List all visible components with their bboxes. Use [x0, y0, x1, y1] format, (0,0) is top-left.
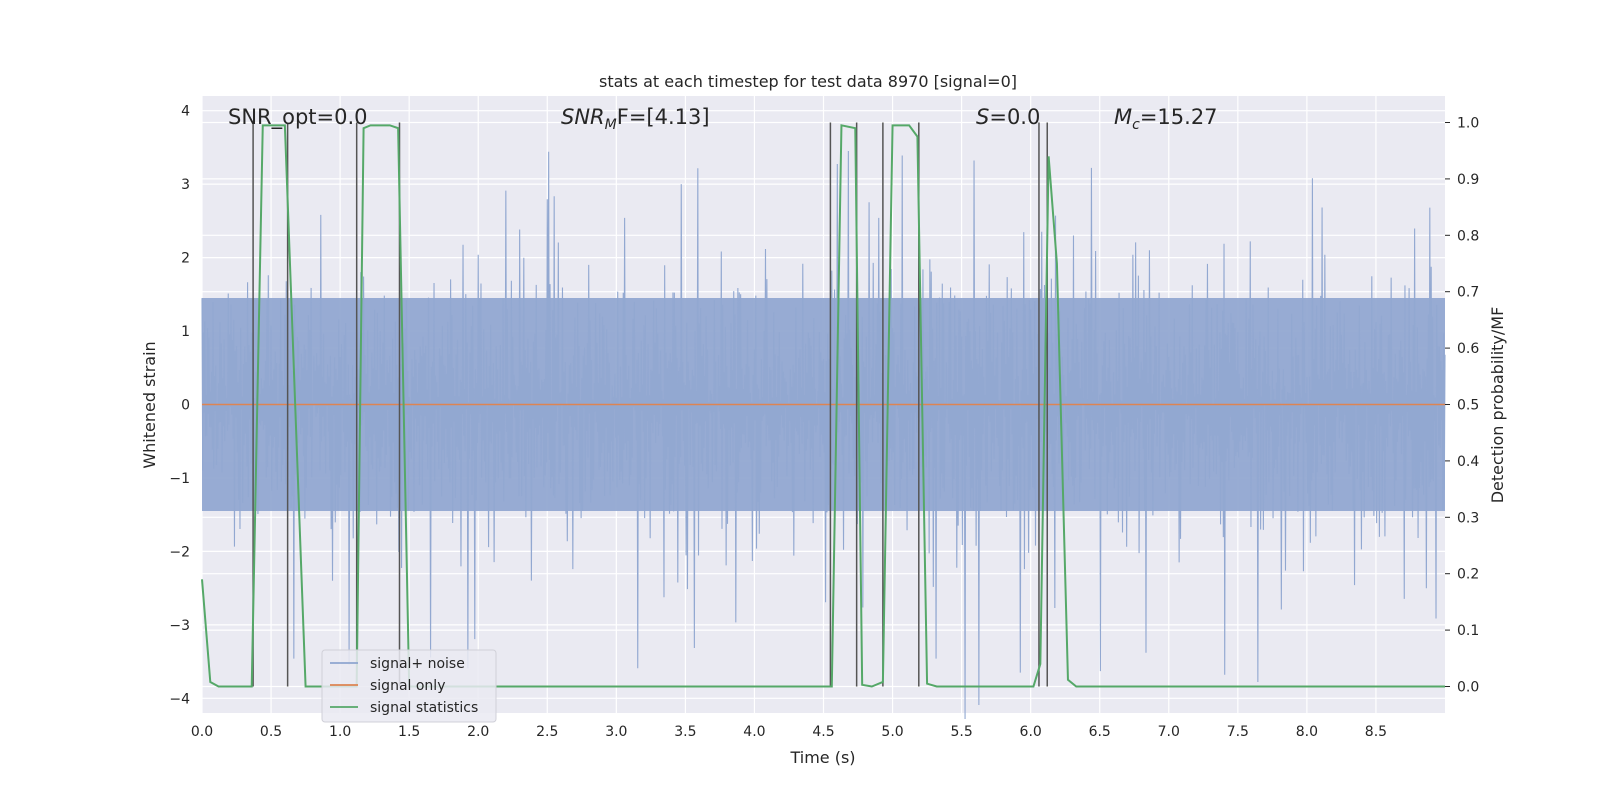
x-tick-label: 5.5	[950, 724, 972, 740]
annotation-s: S=0.0	[976, 105, 1040, 129]
y-axis-label: Whitened strain	[140, 341, 159, 468]
y-axis-ticks: 4 3 2 1 0 −1 −2 −3 −4	[169, 104, 190, 708]
x-tick-label: 1.5	[398, 724, 420, 740]
chart-title: stats at each timestep for test data 897…	[599, 72, 1017, 91]
y-tick-label: 4	[181, 104, 190, 120]
right-tick-label: 0.6	[1457, 341, 1479, 357]
annotation-mc: Mc=15.27	[1114, 105, 1218, 133]
right-tick-label: 1.0	[1457, 116, 1479, 132]
x-axis-ticks: 0.0 0.5 1.0 1.5 2.0 2.5 3.0 3.5 4.0 4.5 5.0 5.5 6.0 6…	[191, 724, 1387, 740]
y-tick-label: −2	[169, 544, 190, 560]
x-axis-label: Time (s)	[789, 748, 855, 767]
right-tick-label: 0.3	[1457, 510, 1479, 526]
y-tick-label: −3	[169, 618, 190, 634]
annotations: SNR_opt=0.0 SNRMF=[4.13] S=0.0 Mc=15.27	[228, 105, 1218, 133]
y-tick-label: −4	[169, 691, 190, 707]
annotation-snr-mf-sub: M	[605, 117, 617, 133]
annotation-snr-opt: SNR_opt=0.0	[228, 105, 368, 130]
right-tick-label: 0.0	[1457, 679, 1479, 695]
statistics-line	[201, 124, 1445, 688]
right-tick-label: 0.4	[1457, 454, 1479, 470]
x-tick-label: 8.5	[1365, 724, 1387, 740]
noise-trace	[201, 150, 1446, 720]
annotation-snr-mf-prefix: SNR	[561, 105, 605, 129]
annotation-s-prefix: S	[976, 105, 989, 129]
right-tick-label: 0.2	[1457, 567, 1479, 583]
y-tick-label: 3	[181, 177, 190, 193]
right-axis-label: Detection probability/MF	[1488, 307, 1507, 504]
annotation-mc-prefix: M	[1114, 105, 1132, 129]
annotation-mc-value: =15.27	[1140, 105, 1218, 129]
right-tick-label: 0.5	[1457, 398, 1479, 414]
right-tick-label: 0.9	[1457, 172, 1479, 188]
x-tick-label: 3.0	[605, 724, 627, 740]
x-tick-label: 7.5	[1227, 724, 1249, 740]
x-tick-label: 0.5	[260, 724, 282, 740]
y-tick-label: −1	[169, 471, 190, 487]
right-tick-label: 0.1	[1457, 623, 1479, 639]
x-tick-label: 1.0	[329, 724, 351, 740]
right-tick-label: 0.7	[1457, 285, 1479, 301]
legend-label-noise: signal+ noise	[370, 656, 465, 672]
annotation-s-value: =0.0	[989, 105, 1040, 129]
x-tick-label: 3.5	[674, 724, 696, 740]
legend-label-statistics: signal statistics	[370, 700, 478, 716]
annotation-snr-mf-value: F=[4.13]	[617, 105, 710, 129]
x-tick-label: 4.0	[743, 724, 765, 740]
legend-label-signal: signal only	[370, 678, 445, 694]
x-tick-label: 2.5	[536, 724, 558, 740]
legend-box	[321, 649, 497, 723]
x-tick-label: 6.0	[1020, 724, 1042, 740]
y-tick-label: 0	[181, 398, 190, 414]
x-tick-label: 7.0	[1158, 724, 1180, 740]
x-tick-label: 5.0	[881, 724, 903, 740]
x-tick-label: 2.0	[467, 724, 489, 740]
annotation-snr-mf: SNRMF=[4.13]	[561, 105, 710, 133]
y-tick-label: 1	[181, 324, 190, 340]
x-tick-label: 8.0	[1296, 724, 1318, 740]
y-tick-label: 2	[181, 251, 190, 267]
right-axis-ticks: 1.0 0.9 0.8 0.7 0.6 0.5 0.4 0.3 0.2 0.1 0.0	[1445, 116, 1479, 695]
series-signal-statistics	[201, 124, 1445, 688]
annotation-mc-sub: c	[1132, 117, 1140, 133]
x-tick-label: 6.5	[1089, 724, 1111, 740]
right-tick-label: 0.8	[1457, 228, 1479, 244]
x-tick-label: 0.0	[191, 724, 213, 740]
legend: signal+ noise signal only signal statist…	[321, 649, 497, 723]
x-tick-label: 4.5	[812, 724, 834, 740]
